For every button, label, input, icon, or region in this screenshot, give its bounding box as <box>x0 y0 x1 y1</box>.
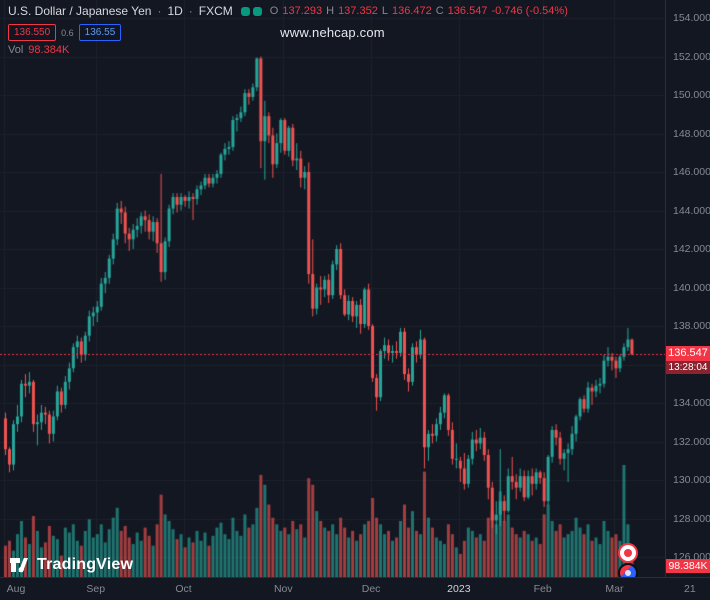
time-axis-label: Dec <box>361 583 381 595</box>
open-label: O <box>269 5 279 17</box>
close-value: 136.547 <box>447 5 488 17</box>
low-value: 136.472 <box>391 5 432 17</box>
tradingview-logo[interactable]: TradingView <box>8 554 133 576</box>
exchange-label: FXCM <box>198 4 233 18</box>
price-axis-label: 138.000 <box>673 320 710 332</box>
time-axis[interactable]: 21 Aug Sep Oct Nov Dec 2023 Feb Mar <box>0 577 710 600</box>
interval-label[interactable]: 1D <box>167 4 183 18</box>
time-axis-label: Aug <box>6 583 26 595</box>
high-value: 137.352 <box>338 5 378 17</box>
price-axis-label: 128.000 <box>673 512 710 525</box>
time-axis-trailing-label: 21 <box>684 583 696 595</box>
current-volume-badge: 98.384K <box>666 559 710 573</box>
price-axis[interactable]: 154.000 152.000 150.000 148.000 146.000 144.0… <box>665 0 710 577</box>
time-axis-label: Sep <box>86 583 106 595</box>
price-axis-label: 130.000 <box>673 474 710 486</box>
quote-chips: 136.550 0.6 136.55 <box>8 24 122 41</box>
price-axis-label: 152.000 <box>673 50 710 63</box>
spread-value: 0.6 <box>61 27 74 38</box>
volume-label: Vol <box>8 44 24 56</box>
time-axis-label: Nov <box>273 583 293 595</box>
time-axis-label: Feb <box>533 583 552 595</box>
price-axis-label: 134.000 <box>673 397 710 409</box>
price-axis-label: 146.000 <box>673 166 710 178</box>
time-axis-label: Mar <box>605 583 624 595</box>
price-axis-label: 148.000 <box>673 127 710 140</box>
market-open-indicator-icon[interactable] <box>240 6 262 16</box>
site-watermark: www.nehcap.com <box>280 25 385 40</box>
record-dot-icon <box>618 543 638 563</box>
price-axis-label: 154.000 <box>673 12 710 24</box>
price-axis-label: 150.000 <box>673 89 710 101</box>
current-price-badge-group: 136.547 13:28:04 <box>666 345 710 374</box>
legend-separator: · <box>188 4 193 18</box>
time-axis-label: 2023 <box>447 583 471 595</box>
price-axis-label: 144.000 <box>673 204 710 217</box>
symbol-legend: U.S. Dollar / Japanese Yen · 1D · FXCM O… <box>8 4 568 18</box>
volume-value: 98.384K <box>28 44 70 56</box>
legend-separator: · <box>157 4 162 18</box>
open-value: 137.293 <box>282 5 323 17</box>
current-price-badge[interactable]: 136.547 <box>666 345 710 361</box>
bid-price-chip[interactable]: 136.550 <box>8 24 57 41</box>
price-axis-label: 140.000 <box>673 281 710 294</box>
tradingview-logo-icon <box>10 558 28 573</box>
ask-price-chip[interactable]: 136.55 <box>78 24 122 41</box>
close-label: C <box>435 5 444 17</box>
price-axis-label: 142.000 <box>673 243 710 255</box>
change-value: -0.746 (-0.54%) <box>491 5 568 17</box>
high-label: H <box>326 5 335 17</box>
time-axis-label: Oct <box>175 583 192 595</box>
tradingview-logo-text: TradingView <box>37 556 134 573</box>
low-label: L <box>381 5 388 17</box>
volume-readout: Vol 98.384K <box>8 44 69 56</box>
bar-countdown-badge: 13:28:04 <box>666 360 710 374</box>
symbol-title[interactable]: U.S. Dollar / Japanese Yen <box>8 4 152 18</box>
price-axis-label: 132.000 <box>673 435 710 448</box>
ohlc-readout: O 137.293 H 137.352 L 136.472 C 136.547 -0.7… <box>270 5 568 17</box>
